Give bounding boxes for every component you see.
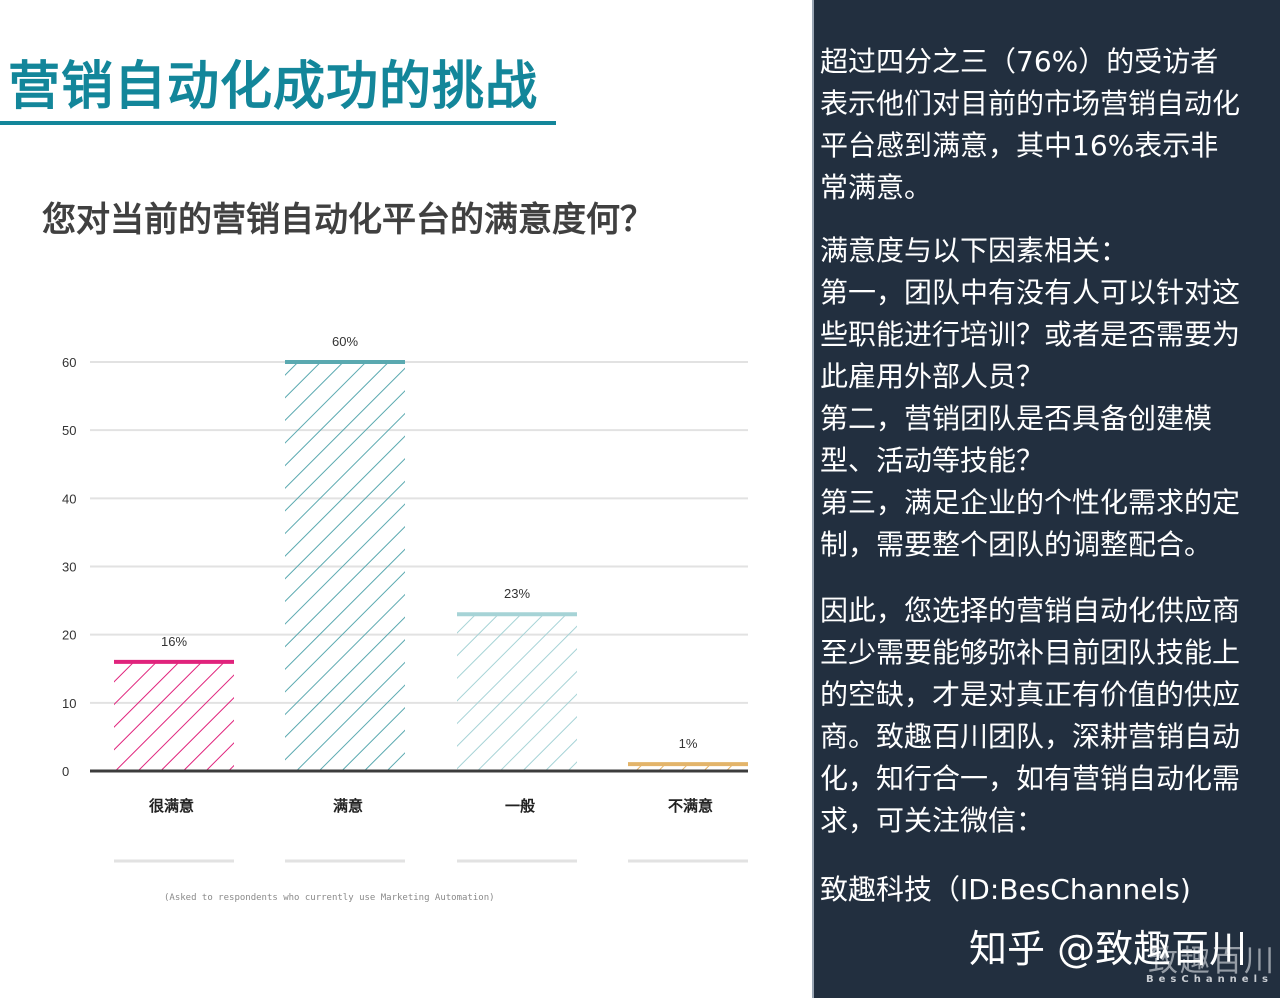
y-tick-label: 50 <box>62 423 76 438</box>
page-title: 营销自动化成功的挑战 <box>8 57 539 117</box>
panel-text-line: 表示他们对目前的市场营销自动化 <box>820 87 1241 120</box>
panel-text-line: 第二，营销团队是否具备创建模 <box>820 402 1213 435</box>
wechat-id: 致趣科技（ID:BesChannels) <box>820 873 1191 906</box>
panel-text-line: 化，知行合一，如有营销自动化需 <box>820 762 1241 795</box>
chart-question: 您对当前的营销自动化平台的满意度何？ <box>42 200 654 240</box>
conclusion-paragraph: 因此，您选择的营销自动化供应商 至少需要能够弥补目前团队技能上 的空缺，才是对真正有… <box>820 590 1240 842</box>
y-tick-label: 40 <box>62 491 76 506</box>
panel-text-line: 满意度与以下因素相关： <box>820 234 1129 267</box>
zhihu-watermark: 知乎 @致趣百川 <box>969 927 1248 971</box>
panel-text-line: 因此，您选择的营销自动化供应商 <box>820 594 1241 627</box>
summary-paragraph: 超过四分之三（76%）的受访者 表示他们对目前的市场营销自动化 平台感到满意，其中1… <box>820 41 1240 209</box>
panel-text-line: 常满意。 <box>820 171 933 204</box>
bar-3 <box>457 614 577 771</box>
category-label: 不满意 <box>668 797 713 815</box>
category-label: 很满意 <box>148 797 194 815</box>
x-axis-labels: 很满意 满意 一般 不满意 <box>148 797 713 815</box>
bar-4 <box>628 764 748 771</box>
data-label: 60% <box>332 334 358 349</box>
bar-1 <box>114 661 234 771</box>
y-tick-label: 0 <box>62 764 69 779</box>
panel-text-line: 型、活动等技能？ <box>820 444 1045 477</box>
data-label: 16% <box>161 634 187 649</box>
panel-text-line: 此雇用外部人员？ <box>820 360 1045 393</box>
factors-paragraph: 满意度与以下因素相关： 第一，团队中有没有人可以针对这 些职能进行培训？或者是否需要… <box>820 230 1240 566</box>
panel-text-line: 制，需要整个团队的调整配合。 <box>820 528 1213 561</box>
chart-footnote: (Asked to respondents who currently use … <box>164 893 495 903</box>
left-panel: 营销自动化成功的挑战 您对当前的营销自动化平台的满意度何？ 0 10 20 30 40 5… <box>0 57 748 903</box>
data-label: 1% <box>679 736 698 751</box>
bar-2 <box>285 362 405 771</box>
chart-gridlines <box>90 361 748 704</box>
panel-text-line: 的空缺，才是对真正有价值的供应 <box>820 678 1241 711</box>
y-axis-ticks: 0 10 20 30 40 50 60 <box>62 355 76 779</box>
satisfaction-bar-chart: 0 10 20 30 40 50 60 16% 60% 23% 1% 很满意 满意 一般 不满意 <box>62 334 748 863</box>
title-underline <box>0 121 556 125</box>
chart-bars <box>114 360 748 771</box>
commentary-panel: 超过四分之三（76%）的受访者 表示他们对目前的市场营销自动化 平台感到满意，其中1… <box>812 0 1280 998</box>
y-tick-label: 60 <box>62 355 76 370</box>
brand-logo-mark: 致趣百川 <box>1148 944 1276 979</box>
panel-text-line: 至少需要能够弥补目前团队技能上 <box>820 636 1241 669</box>
panel-text-line: 平台感到满意，其中16%表示非 <box>820 129 1219 162</box>
category-label: 满意 <box>333 797 363 815</box>
panel-text-line: 商。致趣百川团队，深耕营销自动 <box>820 720 1241 753</box>
panel-text-line: 求，可关注微信： <box>820 804 1045 837</box>
chart-data-labels: 16% 60% 23% 1% <box>161 334 698 751</box>
data-label: 23% <box>504 586 530 601</box>
panel-text-line: 些职能进行培训？或者是否需要为 <box>820 318 1241 351</box>
category-label: 一般 <box>505 797 535 815</box>
brand-logo-subtext: BesChannels <box>1146 974 1273 985</box>
y-tick-label: 20 <box>62 628 76 643</box>
panel-text-line: 超过四分之三（76%）的受访者 <box>820 45 1219 78</box>
panel-text-line: 第三，满足企业的个性化需求的定 <box>820 486 1241 519</box>
y-tick-label: 30 <box>62 560 76 575</box>
y-tick-label: 10 <box>62 696 76 711</box>
panel-text-line: 第一，团队中有没有人可以针对这 <box>820 276 1241 309</box>
